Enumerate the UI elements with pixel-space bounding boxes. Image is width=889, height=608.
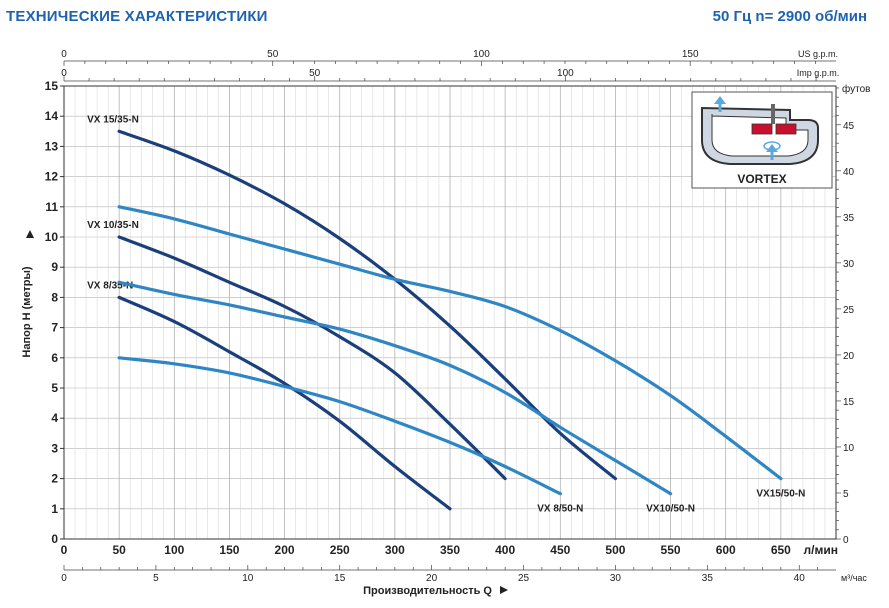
- x-tick-label: 400: [495, 543, 515, 557]
- y-tick-label: 10: [45, 230, 59, 244]
- impeller-right-icon: [775, 123, 797, 135]
- feet-tick-label: 20: [843, 351, 855, 362]
- imp-gpm-tick-label: 0: [61, 68, 67, 79]
- x-tick-label: 500: [605, 543, 625, 557]
- x-tick-label: 150: [219, 543, 239, 557]
- x-tick-label: 200: [275, 543, 295, 557]
- x-tick-label: 350: [440, 543, 460, 557]
- x-unit-label: л/мин: [804, 543, 838, 557]
- us-gpm-unit-label: US g.p.m.: [798, 49, 838, 59]
- feet-tick-label: 30: [843, 259, 855, 270]
- series-line-2: [117, 295, 452, 511]
- m3h-tick-label: 10: [242, 573, 254, 584]
- speed-spec: 50 Гц n= 2900 об/мин: [712, 8, 867, 25]
- series-group: VX 15/35-N VX 10/35-N VX 8/35-N VX15/50-N VX…: [87, 114, 805, 514]
- x-tick-label: 450: [550, 543, 570, 557]
- m3h-tick-label: 25: [518, 573, 530, 584]
- m3h-tick-label: 5: [153, 573, 159, 584]
- y-tick-label: 12: [45, 170, 59, 184]
- feet-tick-label: 35: [843, 213, 855, 224]
- y-tick-label: 1: [51, 502, 58, 516]
- imp-gpm-unit-label: Imp g.p.m.: [797, 68, 840, 78]
- x-tick-label: 550: [661, 543, 681, 557]
- svg-text:Производительность Q: Производительность Q: [363, 585, 492, 597]
- page-title: ТЕХНИЧЕСКИЕ ХАРАКТЕРИСТИКИ: [6, 8, 268, 25]
- y-tick-label: 9: [51, 260, 58, 274]
- feet-tick-label: 10: [843, 443, 855, 454]
- vortex-swirl-icon: [763, 141, 781, 151]
- x-axis-arrow-icon: [500, 586, 508, 594]
- vortex-inset: VORTEX: [691, 91, 833, 189]
- y-tick-label: 0: [51, 532, 58, 546]
- us-gpm-tick-label: 50: [267, 49, 279, 60]
- outflow-arrow-icon: [714, 96, 726, 104]
- x-tick-label: 300: [385, 543, 405, 557]
- series-line-5: [117, 356, 562, 496]
- series-line-0: [117, 129, 617, 481]
- x-tick-label: 100: [164, 543, 184, 557]
- m3h-tick-label: 35: [702, 573, 714, 584]
- series-line-3: [117, 205, 783, 481]
- plot-frame: [63, 85, 837, 540]
- feet-tick-label: 40: [843, 167, 855, 178]
- y-tick-label: 6: [51, 351, 58, 365]
- m3h-tick-label: 20: [426, 573, 438, 584]
- x-tick-label: 50: [112, 543, 126, 557]
- feet-tick-label: 15: [843, 397, 855, 408]
- feet-tick-label: 25: [843, 305, 855, 316]
- y-tick-label: 11: [45, 200, 58, 214]
- x-tick-label: 650: [771, 543, 791, 557]
- inset-label: VORTEX: [737, 172, 786, 186]
- series-label: VX 8/35-N: [87, 280, 133, 291]
- m3h-tick-label: 15: [334, 573, 346, 584]
- feet-tick-label: 45: [843, 121, 855, 132]
- m3h-tick-label: 40: [794, 573, 806, 584]
- svg-text:Напор H (метры): Напор H (метры): [21, 266, 33, 357]
- us-gpm-tick-label: 0: [61, 49, 67, 60]
- us-gpm-tick-label: 150: [682, 49, 699, 60]
- x-tick-label: 0: [61, 543, 68, 557]
- feet-unit-label: футов: [842, 83, 870, 95]
- shaft-icon: [771, 104, 775, 124]
- y-tick-label: 4: [51, 411, 58, 425]
- m3h-tick-label: 0: [61, 573, 67, 584]
- y-tick-label: 5: [51, 381, 58, 395]
- y-tick-label: 15: [45, 79, 59, 93]
- feet-tick-label: 5: [843, 489, 849, 500]
- series-label: VX15/50-N: [756, 489, 805, 500]
- imp-gpm-tick-label: 50: [309, 68, 321, 79]
- y-tick-label: 3: [51, 441, 58, 455]
- series-label: VX 8/50-N: [537, 504, 583, 515]
- feet-tick-label: 0: [843, 535, 849, 546]
- y-tick-label: 14: [45, 109, 59, 123]
- m3h-tick-label: 30: [610, 573, 622, 584]
- series-line-4: [117, 280, 673, 496]
- series-label: VX 10/35-N: [87, 220, 139, 231]
- impeller-left-icon: [751, 123, 773, 135]
- y-axis-arrow-icon: [26, 230, 34, 238]
- x-axis-title: Производительность Q: [363, 585, 508, 597]
- series-label: VX10/50-N: [646, 504, 695, 515]
- m3h-unit-label: м³/час: [841, 573, 867, 583]
- y-tick-label: 7: [51, 321, 58, 335]
- imp-gpm-tick-label: 100: [557, 68, 574, 79]
- us-gpm-tick-label: 100: [473, 49, 490, 60]
- y-tick-label: 2: [51, 472, 58, 486]
- x-tick-label: 600: [716, 543, 736, 557]
- series-label: VX 15/35-N: [87, 114, 139, 125]
- y-axis-title: Напор H (метры): [21, 230, 34, 358]
- y-tick-label: 8: [51, 290, 58, 304]
- x-tick-label: 250: [330, 543, 350, 557]
- y-tick-label: 13: [45, 139, 59, 153]
